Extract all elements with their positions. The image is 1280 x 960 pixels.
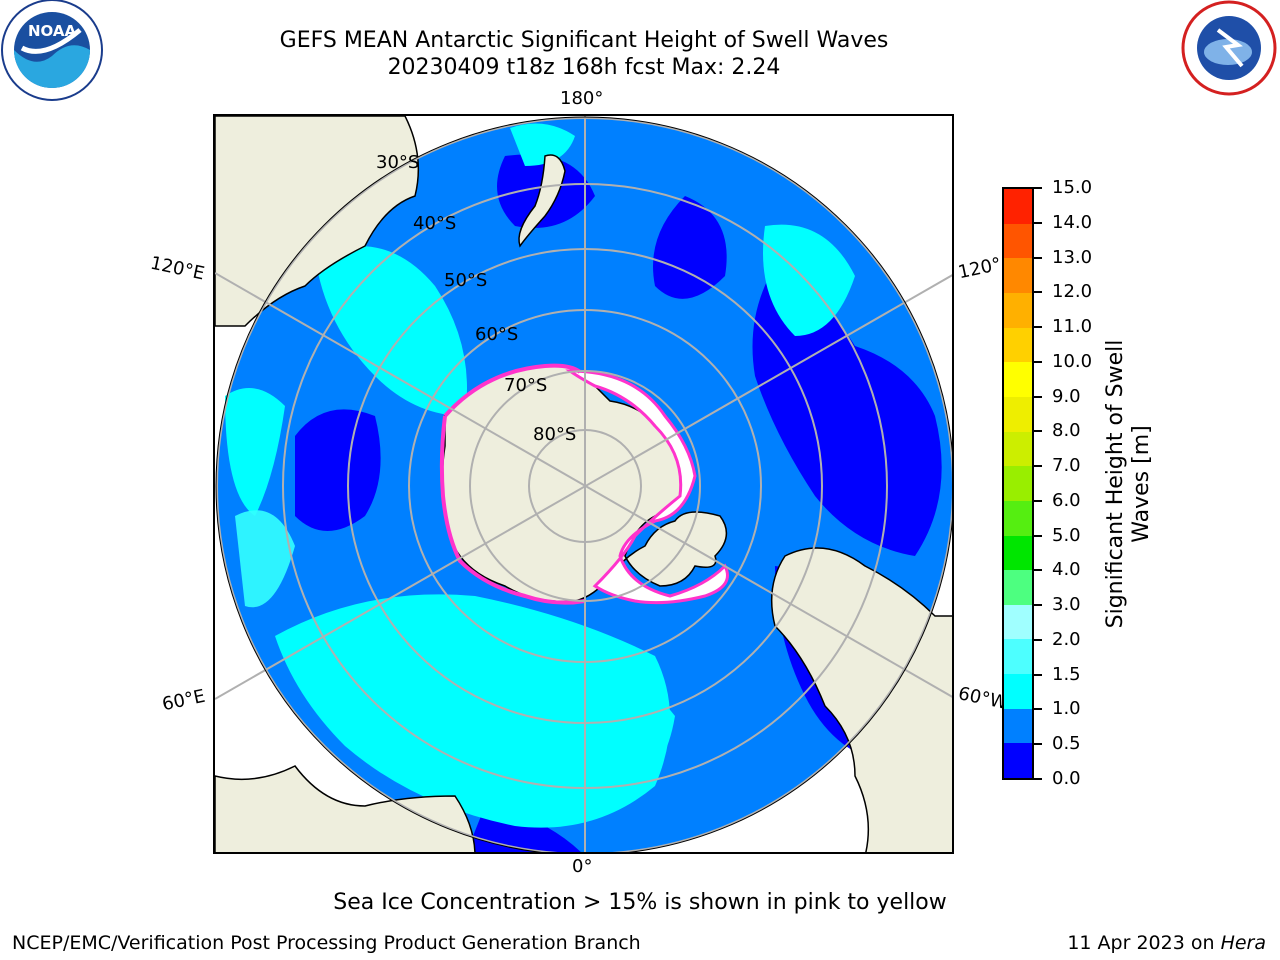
colorbar-segment: [1004, 639, 1032, 675]
moderate-swell-regions: [225, 123, 855, 828]
colorbar-tick: [1034, 430, 1042, 433]
footer-date: 11 Apr 2023 on: [1067, 932, 1221, 954]
colorbar-segment: [1004, 674, 1032, 709]
colorbar-segment: [1004, 743, 1032, 778]
lat-label-70s: 70°S: [504, 375, 548, 396]
lon-label-120w: 120°: [956, 253, 1004, 284]
colorbar-segment: [1004, 189, 1032, 224]
noaa-logo: NOAA: [1, 0, 103, 101]
map-frame: [213, 114, 954, 854]
colorbar-tick: [1034, 569, 1042, 572]
colorbar-tick: [1034, 395, 1042, 398]
colorbar-tick-label: 0.5: [1052, 733, 1081, 755]
colorbar-tick: [1034, 673, 1042, 676]
colorbar-tick: [1034, 326, 1042, 329]
colorbar-segment: [1004, 293, 1032, 328]
colorbar-segment: [1004, 258, 1032, 294]
colorbar-tick-label: 7.0: [1052, 455, 1081, 477]
colorbar-tick-label: 1.0: [1052, 698, 1081, 720]
colorbar-segment: [1004, 223, 1032, 259]
colorbar-title: Significant Height of Swell Waves [m]: [1103, 340, 1155, 629]
sea-ice: [439, 363, 729, 605]
colorbar-tick: [1034, 604, 1042, 607]
colorbar-tick-label: 10.0: [1052, 350, 1093, 372]
colorbar-segment: [1004, 431, 1032, 467]
colorbar-tick: [1034, 360, 1042, 363]
colorbar-tick: [1034, 638, 1042, 641]
colorbar-tick: [1034, 256, 1042, 259]
lat-label-40s: 40°S: [413, 213, 457, 234]
colorbar-segment: [1004, 396, 1032, 432]
colorbar-tick-label: 14.0: [1052, 211, 1093, 233]
colorbar-tick: [1034, 187, 1042, 189]
chart-title: GEFS MEAN Antarctic Significant Height o…: [279, 28, 889, 53]
colorbar-tick-label: 8.0: [1052, 420, 1081, 442]
footer-host: Hera: [1220, 932, 1266, 954]
colorbar-tick-label: 9.0: [1052, 385, 1081, 407]
colorbar-segment: [1004, 570, 1032, 605]
colorbar-segment: [1004, 327, 1032, 363]
colorbar-tick-label: 4.0: [1052, 559, 1081, 581]
colorbar-tick-label: 11.0: [1052, 316, 1093, 338]
colorbar-tick-label: 12.0: [1052, 281, 1093, 303]
colorbar-tick: [1034, 778, 1042, 780]
lat-label-30s: 30°S: [376, 152, 420, 173]
colorbar-tick: [1034, 743, 1042, 746]
disk-outline: [215, 116, 952, 852]
lon-label-120e: 120°E: [148, 252, 207, 285]
colorbar-title-line2: Waves [m]: [1129, 425, 1154, 543]
colorbar-segment: [1004, 535, 1032, 571]
colorbar-tick-label: 13.0: [1052, 246, 1093, 268]
footer-left: NCEP/EMC/Verification Post Processing Pr…: [12, 932, 641, 954]
colorbar-segment: [1004, 708, 1032, 744]
graticule: [215, 116, 952, 852]
colorbar-tick: [1034, 465, 1042, 468]
colorbar-segment: [1004, 500, 1032, 536]
colorbar-segment: [1004, 362, 1032, 397]
colorbar-tick-label: 15.0: [1052, 177, 1093, 198]
lat-label-60s: 60°S: [475, 324, 519, 345]
colorbar-tick-label: 0.0: [1052, 768, 1081, 789]
colorbar-tick-label: 2.0: [1052, 628, 1081, 650]
colorbar-tick-label: 3.0: [1052, 594, 1081, 616]
colorbar-tick-label: 5.0: [1052, 524, 1081, 546]
colorbar: [1002, 187, 1034, 780]
colorbar-tick: [1034, 221, 1042, 224]
colorbar-tick: [1034, 499, 1042, 502]
colorbar-tick: [1034, 534, 1042, 537]
colorbar-tick: [1034, 291, 1042, 294]
moderate-swell-regions-2: [235, 510, 295, 608]
lat-label-50s: 50°S: [444, 270, 488, 291]
noaa-logo-text: NOAA: [28, 22, 77, 40]
lat-label-80s: 80°S: [533, 424, 577, 445]
colorbar-title-line1: Significant Height of Swell: [1103, 339, 1128, 629]
footer-right: 11 Apr 2023 on Hera: [1067, 932, 1266, 954]
chart-subtitle: 20230409 t18z 168h fcst Max: 2.24: [387, 55, 781, 80]
nws-logo: [1181, 0, 1277, 96]
polar-map: [215, 116, 952, 852]
colorbar-segment: [1004, 604, 1032, 640]
lon-label-60e: 60°E: [160, 685, 207, 716]
lon-label-180: 180°: [560, 88, 604, 109]
colorbar-tick: [1034, 708, 1042, 711]
colorbar-segment: [1004, 466, 1032, 501]
sea-ice-note: Sea Ice Concentration > 15% is shown in …: [333, 890, 947, 915]
colorbar-tick-label: 6.0: [1052, 489, 1081, 511]
colorbar-tick-label: 1.5: [1052, 663, 1081, 685]
lon-label-0: 0°: [572, 856, 593, 877]
